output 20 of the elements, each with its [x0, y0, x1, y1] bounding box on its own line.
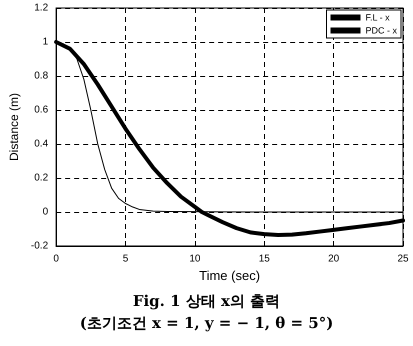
y-tick-label: 1.2	[34, 2, 49, 14]
y-axis-title: Distance (m)	[7, 92, 21, 162]
y-tick-label: 0.6	[34, 104, 49, 116]
y-tick-label: 1	[42, 36, 49, 48]
legend-label: F.L - x	[366, 12, 390, 22]
x-tick-label: 25	[397, 254, 409, 264]
x-tick-label: 15	[258, 254, 270, 264]
y-tick-label: 0.8	[34, 70, 49, 82]
y-tick-label: 0.4	[34, 138, 49, 150]
x-axis-title: Time (sec)	[199, 268, 260, 283]
text: (초기조건 x = 1, y = − 1, θ = 5°)	[78, 313, 334, 334]
x-tick-label: 0	[53, 254, 60, 264]
caption: Fig. 1 상태 x의 출력	[132, 291, 282, 312]
legend-label: PDC - x	[366, 26, 398, 36]
x-tick-label: 10	[189, 254, 201, 264]
x-tick-label: 5	[122, 254, 129, 264]
y-tick-label: -0.2	[30, 240, 49, 252]
y-tick-label: 0.2	[34, 172, 49, 184]
y-tick-label: 0	[42, 206, 49, 218]
x-tick-label: 20	[328, 254, 340, 264]
